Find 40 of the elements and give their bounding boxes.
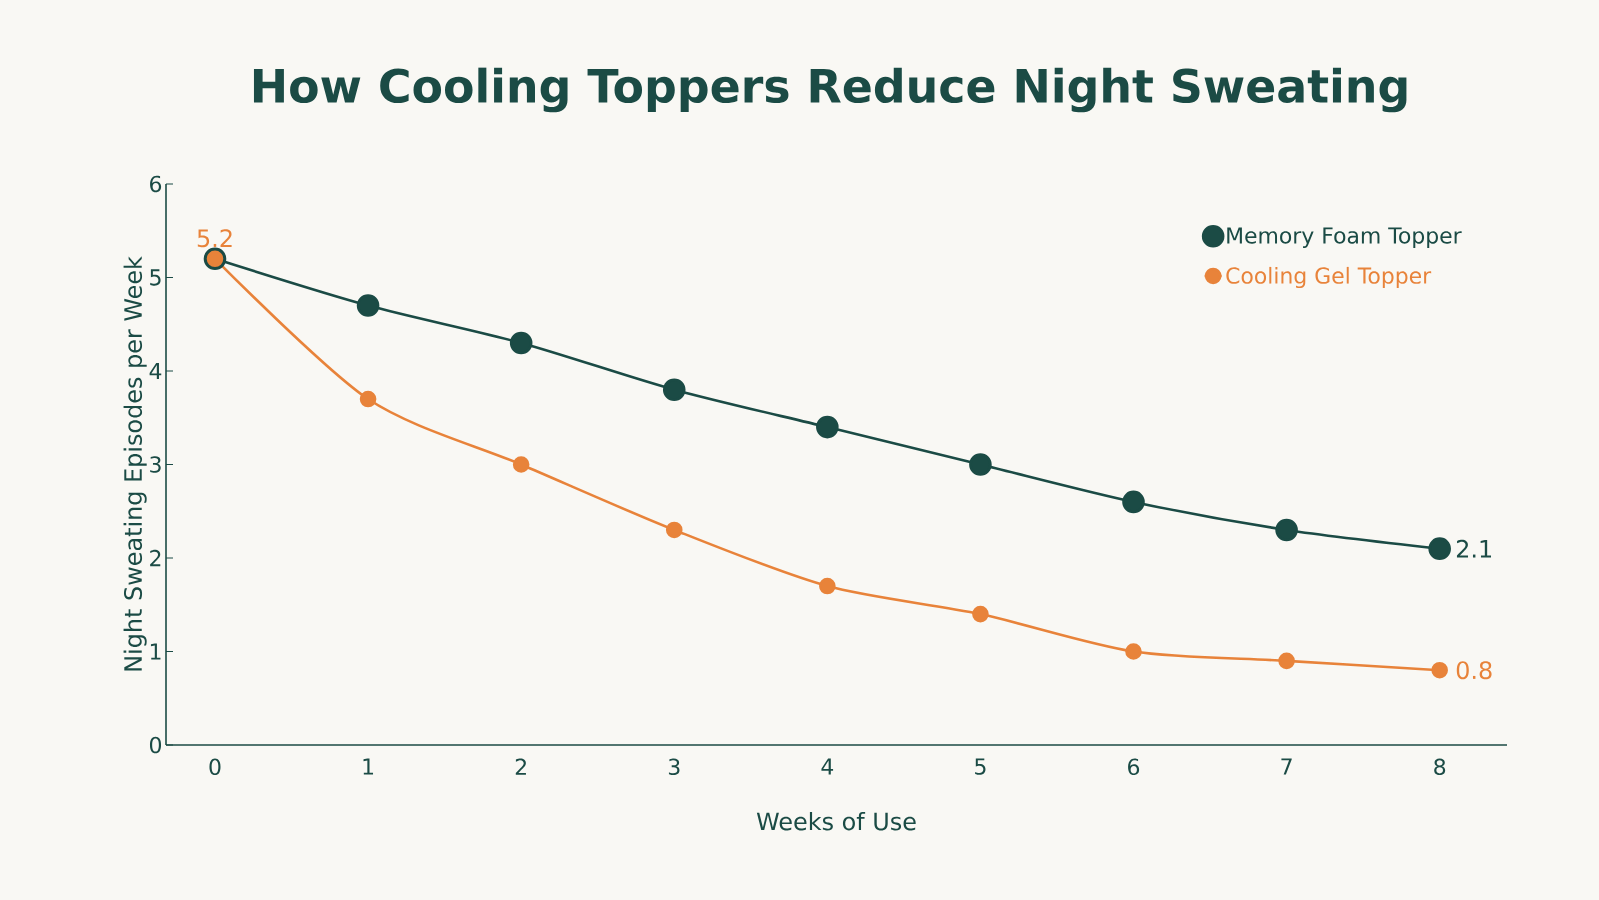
y-tick-label: 3 <box>150 456 161 473</box>
point <box>512 456 530 473</box>
point <box>819 577 836 595</box>
x-tick-label: 2 <box>515 758 526 775</box>
point <box>816 415 839 439</box>
y-tick-label: 6 <box>150 175 162 193</box>
x-tick-label: 5 <box>975 758 986 775</box>
x-tick-label: 8 <box>1434 758 1446 776</box>
point <box>969 453 992 476</box>
x-tick-label: 6 <box>1128 758 1140 776</box>
y-axis-title: Night Sweating Episodes per Week <box>123 256 147 671</box>
point <box>972 605 989 623</box>
chart-title: How Cooling Toppers Reduce Night Sweating <box>253 67 1407 113</box>
x-tick-label: 3 <box>668 758 680 776</box>
y-tick-label: 2 <box>150 549 161 567</box>
data-label: 2.1 <box>1456 539 1492 558</box>
x-tick-label: 7 <box>1281 758 1292 775</box>
point <box>662 378 686 401</box>
y-tick-label: 0 <box>149 736 162 754</box>
point <box>356 294 380 317</box>
y-tick-label: 5 <box>150 269 161 286</box>
x-tick-label: 4 <box>821 758 834 775</box>
data-label: 5.2 <box>197 229 232 248</box>
legend-label: Cooling Gel Topper <box>1226 266 1432 289</box>
y-tick-label: 1 <box>150 643 161 660</box>
x-tick-label: 0 <box>209 758 221 776</box>
x-axis-title: Weeks of Use <box>756 811 916 831</box>
point <box>1278 652 1295 670</box>
y-tick-label: 4 <box>149 363 162 379</box>
legend-label: Memory Foam Topper <box>1227 227 1462 248</box>
point <box>665 521 683 539</box>
point <box>359 390 377 408</box>
point <box>1431 661 1448 679</box>
data-label: 0.8 <box>1456 661 1492 680</box>
point <box>1428 537 1451 560</box>
point <box>1275 518 1298 542</box>
x-tick-label: 1 <box>363 758 374 775</box>
point <box>1125 643 1142 660</box>
point <box>509 331 533 355</box>
point <box>1122 490 1145 514</box>
